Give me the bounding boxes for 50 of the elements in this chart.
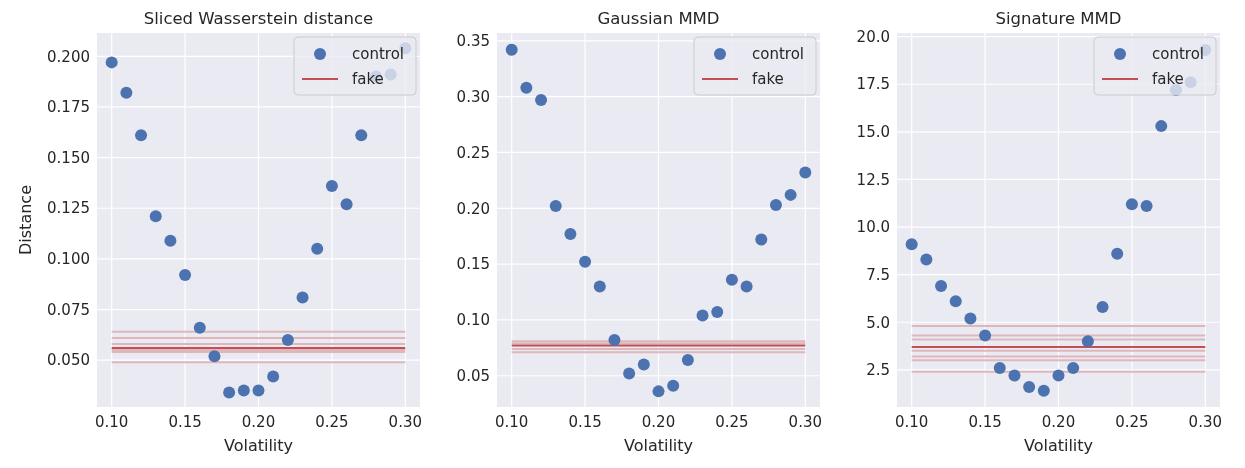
x-tick-label: 0.20	[241, 413, 276, 431]
x-tick-label: 0.20	[1041, 413, 1076, 431]
legend-label: fake	[352, 70, 384, 89]
y-tick-label: 5.0	[866, 313, 890, 332]
y-tick-label: 7.5	[866, 265, 890, 284]
x-tick-label: 0.20	[641, 413, 676, 431]
x-tick-label: 0.10	[894, 413, 929, 431]
y-tick-label: 0.35	[456, 32, 490, 51]
chart-title: Gaussian MMD	[597, 9, 720, 28]
y-tick-label: 17.5	[856, 75, 890, 94]
y-tick-label: 0.05	[456, 366, 490, 385]
y-tick-label: 15.0	[856, 123, 890, 142]
y-tick-label: 10.0	[856, 218, 890, 237]
x-tick-label: 0.30	[788, 413, 823, 431]
y-tick-label: 20.0	[856, 27, 890, 46]
x-tick-label: 0.15	[168, 413, 202, 431]
y-tick-label: 0.10	[456, 311, 490, 330]
legend-label: control	[352, 45, 404, 64]
y-tick-label: 0.25	[456, 143, 490, 162]
x-tick-label: 0.10	[94, 413, 129, 431]
x-tick-label: 0.30	[1188, 413, 1223, 431]
legend-label: fake	[1152, 70, 1184, 89]
x-tick-label: 0.25	[715, 413, 749, 431]
y-axis-title: Distance	[16, 185, 35, 255]
y-tick-label: 0.100	[47, 250, 90, 269]
x-tick-label: 0.25	[1115, 413, 1149, 431]
y-tick-label: 2.5	[866, 361, 890, 380]
y-tick-label: 0.050	[47, 351, 90, 370]
x-axis-title: Volatility	[1023, 436, 1094, 455]
chart-title: Signature MMD	[995, 9, 1122, 28]
y-tick-label: 0.20	[456, 199, 490, 218]
legend-label: control	[1152, 45, 1204, 64]
x-tick-label: 0.10	[494, 413, 529, 431]
y-tick-label: 0.30	[456, 87, 490, 106]
y-tick-label: 0.125	[47, 199, 90, 218]
x-tick-label: 0.25	[315, 413, 349, 431]
y-tick-label: 0.200	[47, 47, 90, 66]
y-tick-label: 0.15	[456, 255, 490, 274]
legend-label: fake	[752, 70, 784, 89]
x-tick-label: 0.15	[568, 413, 602, 431]
x-axis-title: Volatility	[623, 436, 694, 455]
y-tick-label: 0.150	[47, 148, 90, 167]
x-tick-label: 0.15	[968, 413, 1002, 431]
y-tick-label: 0.075	[47, 300, 90, 319]
x-tick-label: 0.30	[388, 413, 423, 431]
chart-title: Sliced Wasserstein distance	[143, 9, 374, 28]
y-tick-label: 0.175	[47, 98, 90, 117]
legend-label: control	[752, 45, 804, 64]
x-axis-title: Volatility	[223, 436, 294, 455]
y-tick-label: 12.5	[856, 170, 890, 189]
